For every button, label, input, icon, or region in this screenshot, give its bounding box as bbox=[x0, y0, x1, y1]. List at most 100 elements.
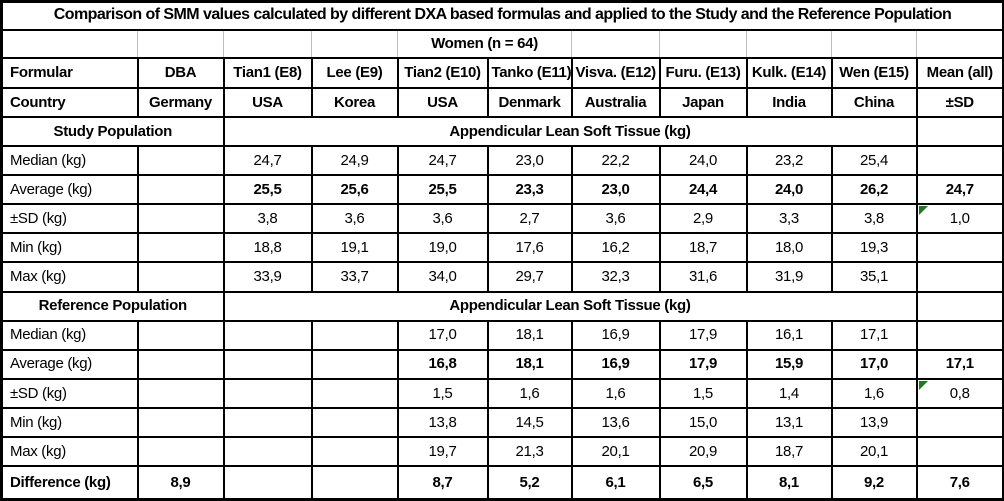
column-header: Country bbox=[0, 86, 139, 118]
table-cell: 17,6 bbox=[486, 232, 573, 264]
column-header: Kulk. (E14) bbox=[745, 56, 833, 89]
table-cell: 22,2 bbox=[570, 145, 661, 177]
cell-text: Tian2 (E10) bbox=[404, 63, 481, 81]
table-cell: 17,1 bbox=[915, 348, 1004, 380]
table-cell: 19,0 bbox=[396, 232, 489, 264]
table-cell: 3,8 bbox=[830, 203, 918, 235]
country-header: India bbox=[745, 86, 833, 118]
table-cell: 19,3 bbox=[830, 232, 918, 264]
country-header-row: Country Germany USA Korea USA Denmark Australi… bbox=[0, 86, 1004, 118]
table-cell: 31,9 bbox=[745, 261, 833, 293]
column-header: DBA bbox=[136, 56, 225, 89]
cell-text: USA bbox=[252, 93, 283, 111]
study-min-row: Min (kg) 18,8 19,1 19,0 17,6 16,2 18,7 18,0 19,3 bbox=[0, 232, 1004, 264]
cell-text: 16,8 bbox=[428, 355, 457, 373]
cell-text: Wen (E15) bbox=[839, 63, 909, 81]
cell-text: 9,2 bbox=[864, 473, 884, 491]
table-cell: 15,0 bbox=[658, 407, 748, 439]
cell-text: Appendicular Lean Soft Tissue (kg) bbox=[449, 297, 691, 315]
cell-text: 2,7 bbox=[519, 209, 540, 227]
cell-text: 33,7 bbox=[340, 268, 369, 286]
cell-text: 15,9 bbox=[775, 355, 803, 373]
row-label: ±SD (kg) bbox=[0, 203, 139, 235]
cell-text: Median (kg) bbox=[10, 151, 86, 169]
table-cell: 16,2 bbox=[570, 232, 661, 264]
table-cell bbox=[136, 261, 225, 293]
table-cell: 3,6 bbox=[570, 203, 661, 235]
table-cell: 2,9 bbox=[658, 203, 748, 235]
cell-text: 6,1 bbox=[605, 473, 626, 491]
table-cell: 8,1 bbox=[745, 465, 833, 501]
cell-text: 22,2 bbox=[601, 151, 630, 169]
cell-text: Denmark bbox=[498, 93, 561, 111]
row-label: Difference (kg) bbox=[0, 465, 139, 501]
table-cell bbox=[746, 29, 832, 59]
table-cell bbox=[310, 348, 399, 380]
table-cell: 19,1 bbox=[310, 232, 399, 264]
table-cell: 33,7 bbox=[310, 261, 399, 293]
table-cell: 24,9 bbox=[310, 145, 399, 177]
page-title: Comparison of SMM values calculated by d… bbox=[0, 0, 1004, 31]
cell-text: 8,7 bbox=[432, 473, 453, 491]
table-cell: 17,1 bbox=[830, 319, 918, 351]
cell-text: 25,5 bbox=[428, 180, 457, 198]
cell-text: 29,7 bbox=[515, 268, 544, 286]
table-cell bbox=[223, 29, 312, 59]
table-cell bbox=[915, 319, 1004, 351]
cell-text: 5,2 bbox=[519, 473, 540, 491]
table-cell: 23,3 bbox=[486, 174, 573, 206]
cell-text: 7,6 bbox=[949, 473, 970, 491]
cell-text: 25,4 bbox=[860, 151, 888, 169]
country-header: USA bbox=[222, 86, 313, 118]
table-cell bbox=[222, 319, 313, 351]
table-cell bbox=[571, 29, 660, 59]
cell-text: 17,9 bbox=[689, 355, 717, 373]
table-cell: 13,9 bbox=[830, 407, 918, 439]
study-section-row: Study Population Appendicular Lean Soft T… bbox=[0, 115, 1004, 148]
table-cell bbox=[915, 115, 1004, 148]
table-cell: 18,1 bbox=[486, 348, 573, 380]
country-header: Japan bbox=[658, 86, 748, 118]
table-cell bbox=[136, 174, 225, 206]
table-cell: 17,9 bbox=[658, 319, 748, 351]
column-header: Tian1 (E8) bbox=[222, 56, 313, 89]
cell-text: Min (kg) bbox=[10, 413, 62, 431]
table-cell: 31,6 bbox=[658, 261, 748, 293]
table-cell: 34,0 bbox=[396, 261, 489, 293]
table-cell: 3,8 bbox=[222, 203, 313, 235]
study-average-row: Average (kg) 25,5 25,6 25,5 23,3 23,0 24,4 24,0… bbox=[0, 174, 1004, 206]
country-header: Korea bbox=[310, 86, 399, 118]
country-header: Germany bbox=[136, 86, 225, 118]
table-cell: 26,2 bbox=[830, 174, 918, 206]
cell-text: 33,9 bbox=[253, 268, 282, 286]
table-cell: 18,1 bbox=[486, 319, 573, 351]
table-cell bbox=[915, 407, 1004, 439]
cell-text: Average (kg) bbox=[10, 355, 92, 373]
cell-text: 35,1 bbox=[860, 268, 888, 286]
table-cell bbox=[136, 377, 225, 410]
cell-text: Visva. (E12) bbox=[575, 63, 657, 81]
cell-text: 17,0 bbox=[428, 326, 457, 344]
cell-text: Tanko (E11) bbox=[491, 63, 572, 81]
table-cell: 7,6 bbox=[915, 465, 1004, 501]
table-cell bbox=[831, 29, 917, 59]
cell-text: Kulk. (E14) bbox=[751, 63, 827, 81]
table-cell: 13,6 bbox=[570, 407, 661, 439]
table-cell: 6,5 bbox=[658, 465, 748, 501]
cell-text: 17,1 bbox=[945, 355, 974, 373]
table-cell: 24,0 bbox=[745, 174, 833, 206]
reference-median-row: Median (kg) 17,0 18,1 16,9 17,9 16,1 17,1 bbox=[0, 319, 1004, 351]
reference-average-row: Average (kg) 16,8 18,1 16,9 17,9 15,9 17,0 17,1 bbox=[0, 348, 1004, 380]
table-cell bbox=[222, 407, 313, 439]
table-cell bbox=[915, 261, 1004, 293]
cell-text: 24,7 bbox=[945, 180, 974, 198]
table-cell: 1,4 bbox=[745, 377, 833, 410]
table-cell: 13,8 bbox=[396, 407, 489, 439]
measure-header: Appendicular Lean Soft Tissue (kg) bbox=[222, 290, 918, 322]
cell-text: 1,6 bbox=[519, 384, 540, 402]
table-cell: 16,8 bbox=[396, 348, 489, 380]
cell-text: 20,1 bbox=[860, 442, 888, 460]
row-label: Max (kg) bbox=[0, 436, 139, 468]
country-header: USA bbox=[396, 86, 489, 118]
table-cell: 3,3 bbox=[745, 203, 833, 235]
